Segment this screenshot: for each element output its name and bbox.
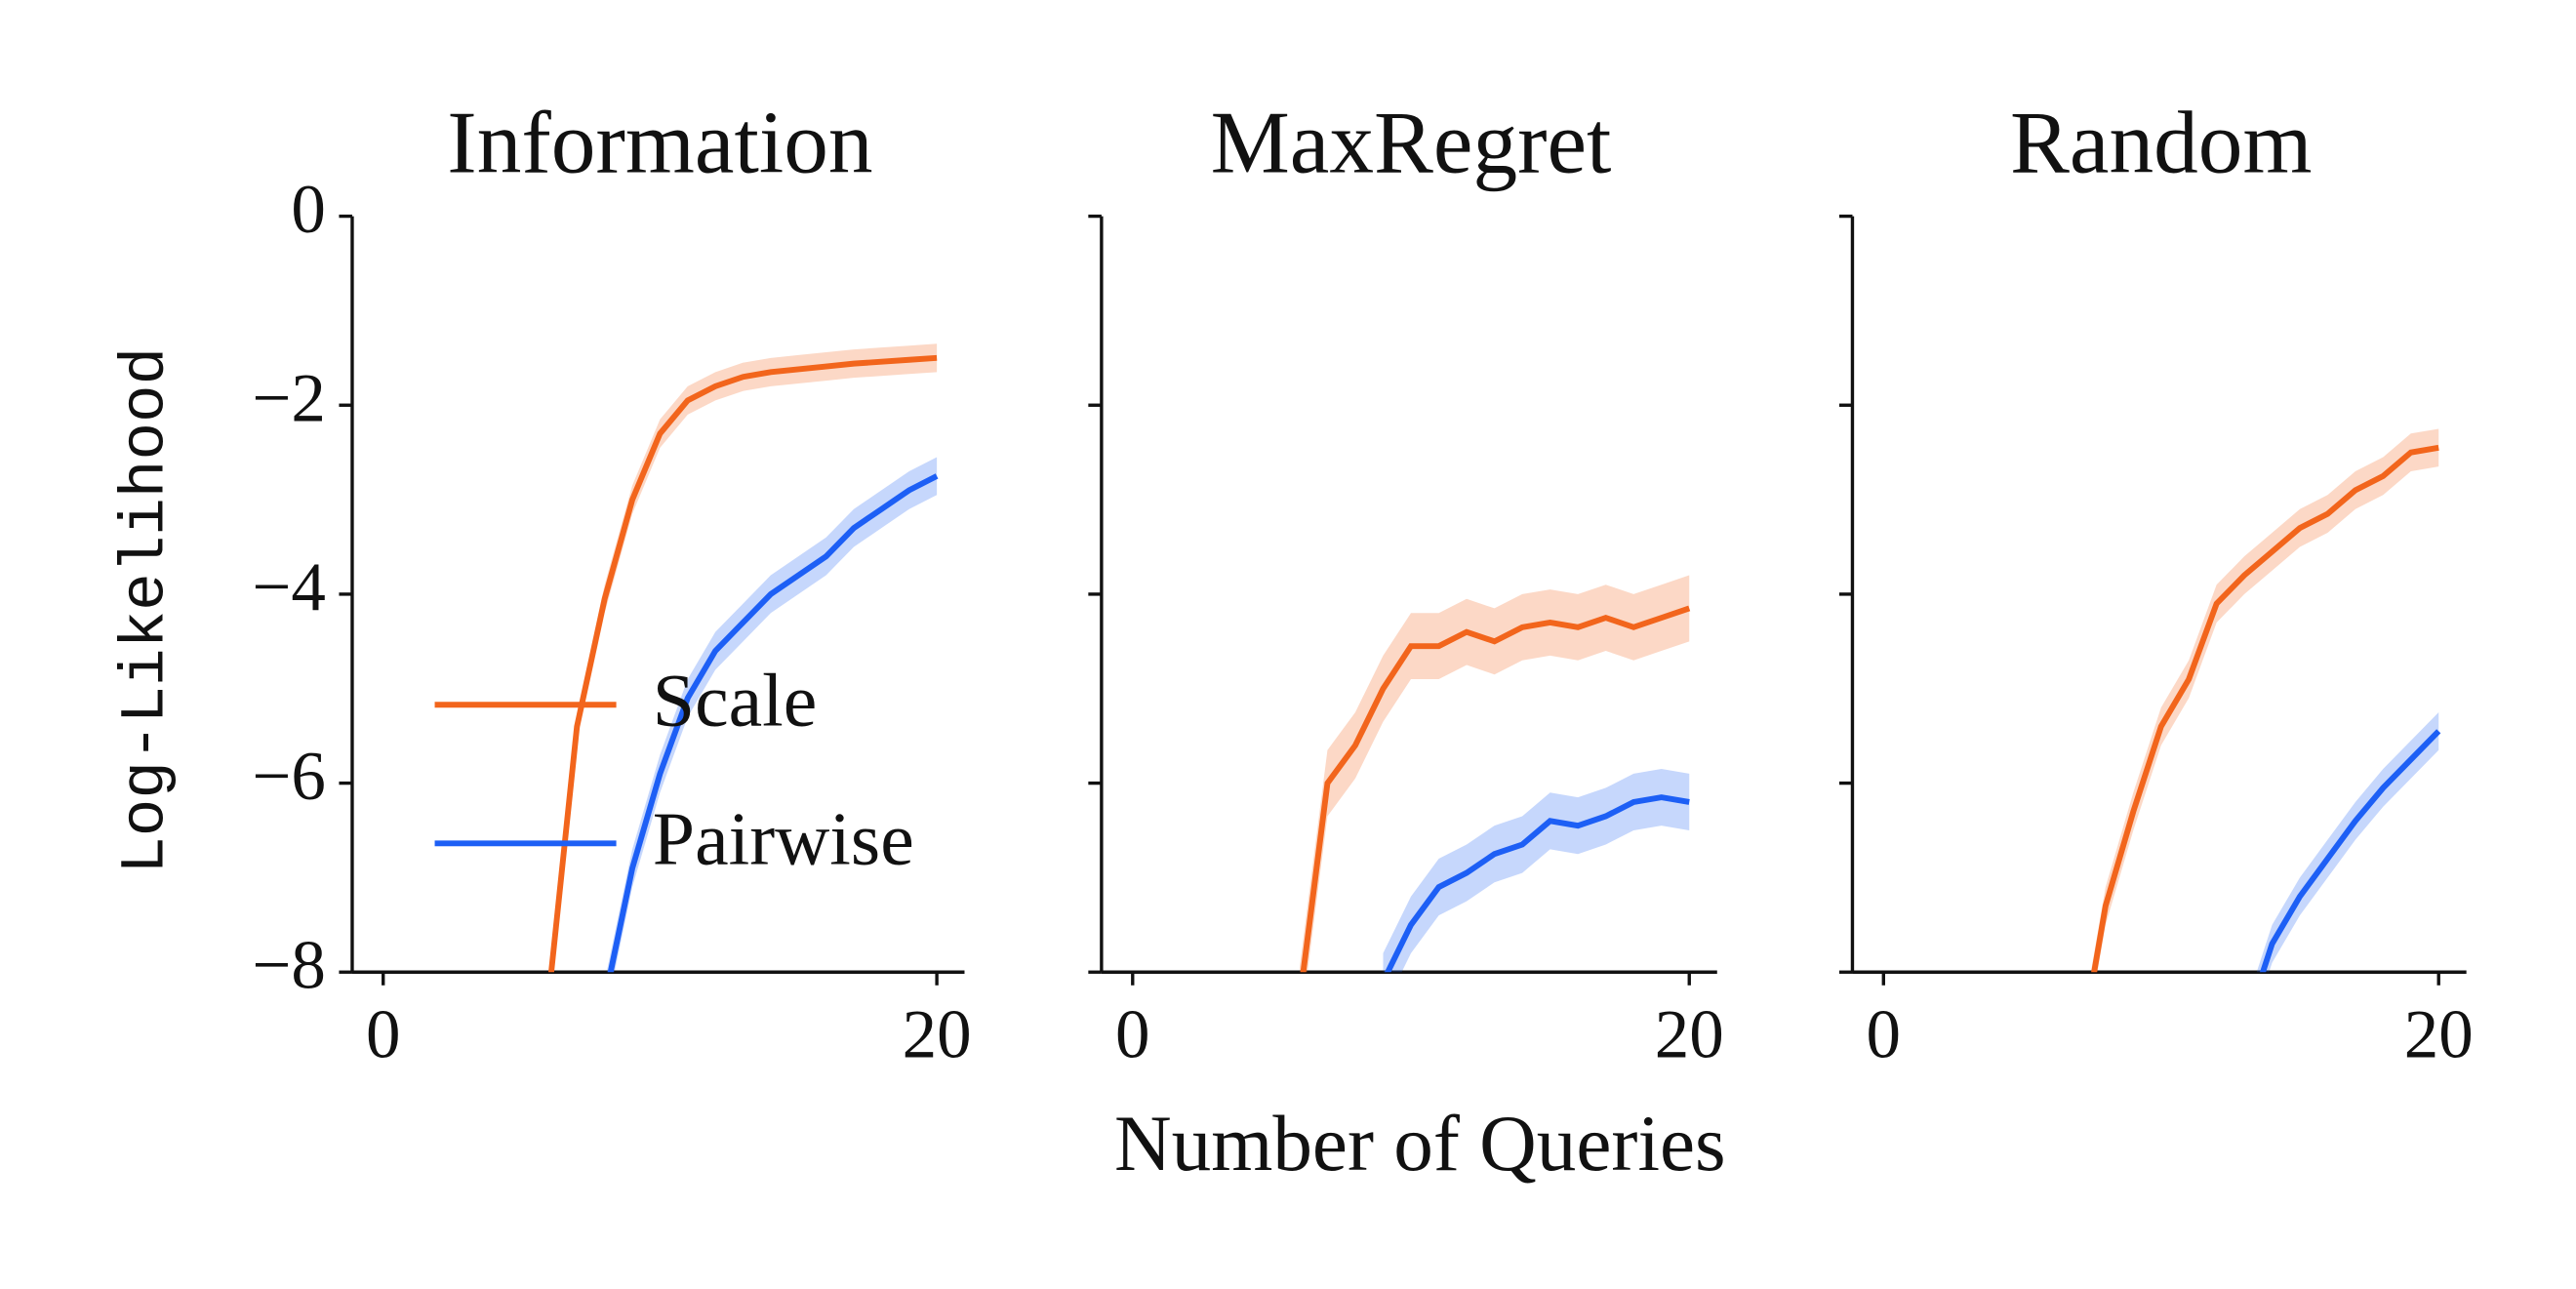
error-band bbox=[1299, 575, 1690, 973]
legend-label: Pairwise bbox=[653, 797, 914, 881]
series-line bbox=[547, 354, 938, 973]
panel-title: Information bbox=[447, 94, 872, 192]
y-tick-label: −2 bbox=[252, 361, 326, 437]
legend-label: Scale bbox=[653, 658, 817, 742]
x-tick-label: 0 bbox=[366, 997, 401, 1073]
plot-area bbox=[1299, 575, 1691, 973]
plot-area bbox=[547, 343, 939, 973]
y-tick-label: −8 bbox=[252, 928, 326, 1004]
series-line bbox=[607, 473, 939, 973]
y-tick-label: 0 bbox=[291, 172, 326, 248]
error-band bbox=[606, 457, 938, 973]
panel-title: MaxRegret bbox=[1211, 94, 1612, 192]
y-axis-label: Log-Likelihood bbox=[111, 347, 182, 874]
series-line bbox=[2259, 729, 2441, 973]
error-band bbox=[2090, 428, 2439, 973]
x-tick-label: 0 bbox=[1115, 997, 1150, 1073]
series-line bbox=[1300, 605, 1691, 973]
y-tick-label: −4 bbox=[252, 549, 326, 625]
x-tick-label: 0 bbox=[1867, 997, 1902, 1073]
x-tick-label: 20 bbox=[903, 997, 972, 1073]
panel-title: Random bbox=[2010, 94, 2312, 192]
plot-area bbox=[2090, 428, 2441, 973]
series-line bbox=[1384, 794, 1690, 973]
x-tick-label: 20 bbox=[1655, 997, 1724, 1073]
error-band bbox=[1383, 769, 1690, 973]
x-tick-label: 20 bbox=[2404, 997, 2474, 1073]
x-axis-label: Number of Queries bbox=[1114, 1100, 1726, 1188]
y-tick-label: −6 bbox=[252, 739, 326, 815]
series-line bbox=[2091, 444, 2439, 973]
